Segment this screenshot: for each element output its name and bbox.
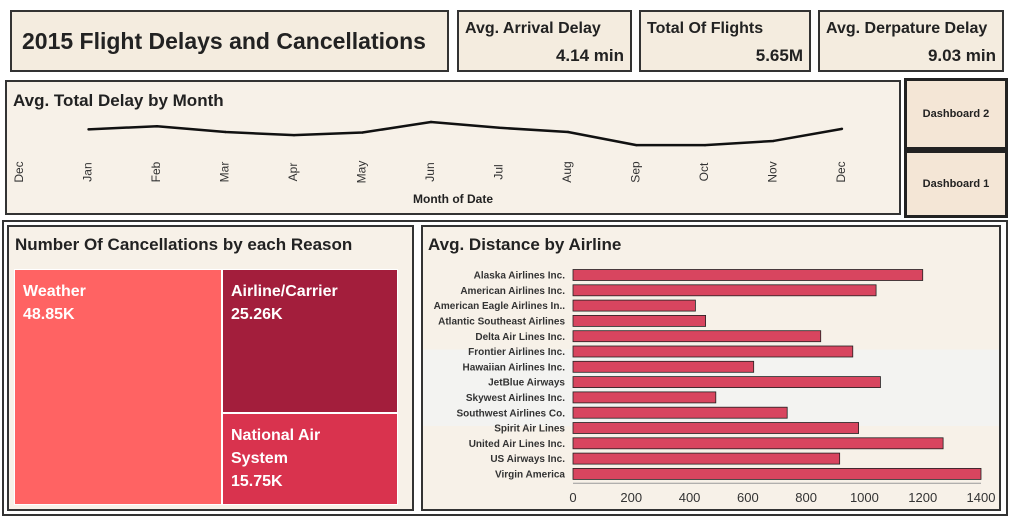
bar-category-label: Virgin America <box>495 470 565 481</box>
bar-category-label: Delta Air Lines Inc. <box>475 332 565 343</box>
x-tick-label: 200 <box>620 490 642 505</box>
kpi-label: Avg. Arrival Delay <box>465 20 601 37</box>
bar <box>572 406 788 419</box>
bar <box>572 345 854 358</box>
x-tick-label: Aug <box>560 161 574 182</box>
x-tick-label: May <box>355 161 369 184</box>
bar-category-label: Southwest Airlines Co. <box>456 408 565 419</box>
treemap-cell-value: 25.26K <box>231 306 283 323</box>
line-point-nov <box>772 139 775 143</box>
dashboard-2-label: Dashboard 2 <box>922 108 990 120</box>
kpi-label: Total Of Flights <box>647 20 764 37</box>
dashboard-1-button[interactable]: Dashboard 1 <box>904 150 1008 218</box>
line-chart-panel: Avg. Total Delay by Month Dec Jan Feb Mar Ap… <box>5 80 901 215</box>
x-tick-label: Jul <box>492 164 506 179</box>
line-chart-title: Avg. Total Delay by Month <box>13 91 224 110</box>
bar-category-label: United Air Lines Inc. <box>469 439 566 450</box>
x-tick-label: Dec <box>12 161 26 182</box>
kpi-departure-delay: Avg. Derpature Delay 9.03 min <box>818 10 1004 72</box>
treemap-cell-weather[interactable]: Weather 48.85K <box>14 269 222 505</box>
page-title: 2015 Flight Delays and Cancellations <box>22 28 426 54</box>
treemap-cell-name: National Air System <box>231 427 321 467</box>
bar-category-label: JetBlue Airways <box>488 378 565 389</box>
bar-category-label: Alaska Airlines Inc. <box>474 271 566 282</box>
bar-category-label: Frontier Airlines Inc. <box>468 347 565 358</box>
bar-category-label: Hawaiian Airlines Inc. <box>463 362 566 373</box>
x-tick-label: 0 <box>569 490 576 505</box>
dashboard-title-box: 2015 Flight Delays and Cancellations <box>10 10 449 72</box>
bar <box>572 315 707 327</box>
treemap: Weather 48.85K Airline/Carrier 25.26K Na… <box>14 269 398 505</box>
treemap-cell-airline-carrier[interactable]: Airline/Carrier 25.26K <box>222 269 398 413</box>
treemap-cell-national-air-system[interactable]: National Air System 15.75K <box>222 413 398 505</box>
bar <box>572 360 755 373</box>
bar <box>572 437 944 450</box>
dashboard-2-button[interactable]: Dashboard 2 <box>904 78 1008 150</box>
x-tick-label: Mar <box>218 162 232 183</box>
bar-chart-panel: Avg. Distance by Airline Alaska Airlines… <box>421 225 1001 511</box>
x-tick-label: 400 <box>679 490 701 505</box>
bar <box>572 422 860 434</box>
line-point-oct <box>703 143 707 147</box>
bar <box>572 376 881 389</box>
x-tick-label: 1400 <box>967 490 996 505</box>
bar <box>572 452 841 465</box>
x-tick-label: Apr <box>286 163 300 182</box>
bar-chart-title: Avg. Distance by Airline <box>428 235 622 254</box>
bar-category-label: Atlantic Southeast Airlines <box>438 317 565 328</box>
bar-category-label: Spirit Air Lines <box>494 424 565 435</box>
treemap-title: Number Of Cancellations by each Reason <box>15 235 353 254</box>
kpi-total-flights: Total Of Flights 5.65M <box>639 10 811 72</box>
bar <box>572 391 717 404</box>
kpi-value: 5.65M <box>755 46 803 65</box>
bar-category-label: Skywest Airlines Inc. <box>466 393 565 404</box>
x-tick-label: 800 <box>795 490 817 505</box>
line-point-may <box>361 131 364 134</box>
x-tick-label: Sep <box>629 161 643 183</box>
treemap-cell-value: 48.85K <box>23 306 75 323</box>
x-tick-label: Oct <box>697 162 711 181</box>
x-tick-label: 1000 <box>850 490 879 505</box>
x-tick-label: Feb <box>149 161 163 182</box>
treemap-panel: Number Of Cancellations by each Reason W… <box>7 225 414 511</box>
x-axis-title: Month of Date <box>413 192 493 206</box>
line-point-feb <box>155 125 159 128</box>
x-tick-label: 1200 <box>908 490 937 505</box>
x-tick-label: Jun <box>423 162 437 181</box>
line-point-apr <box>292 133 296 137</box>
bar-chart: Alaska Airlines Inc. American Airlines In… <box>423 269 999 505</box>
line-point-mar <box>224 130 227 134</box>
line-chart: DecJanFebMarAprMayJunJulAugSepOctNovDecJ… <box>12 120 848 206</box>
line-point-sep <box>635 143 638 147</box>
dashboard-1-label: Dashboard 1 <box>922 178 990 190</box>
x-tick-label: Dec <box>834 161 848 182</box>
bar <box>572 467 982 480</box>
bar-category-label: US Airways Inc. <box>490 454 565 465</box>
kpi-label: Avg. Derpature Delay <box>826 20 988 37</box>
bar <box>572 269 924 281</box>
treemap-cell-value: 15.75K <box>231 473 283 490</box>
kpi-value: 9.03 min <box>927 46 996 65</box>
line-point-dec <box>840 127 844 131</box>
bar-category-label: American Airlines Inc. <box>460 286 565 297</box>
kpi-arrival-delay: Avg. Arrival Delay 4.14 min <box>457 10 632 72</box>
line-point-aug <box>566 130 570 134</box>
bar <box>572 330 822 343</box>
bar <box>572 299 696 312</box>
line-point-jun <box>429 120 433 124</box>
line-point-jan <box>87 128 90 131</box>
line-point-jul <box>498 126 501 129</box>
bar <box>572 284 877 297</box>
x-tick-label: Jan <box>81 162 95 181</box>
treemap-cell-name: Weather <box>23 283 86 300</box>
treemap-cell-name: Airline/Carrier <box>231 283 338 300</box>
x-tick-label: Nov <box>766 161 780 182</box>
kpi-value: 4.14 min <box>555 46 624 65</box>
x-tick-label: 600 <box>737 490 759 505</box>
delay-series-line <box>88 120 843 147</box>
bar-category-label: American Eagle Airlines In.. <box>434 301 566 312</box>
